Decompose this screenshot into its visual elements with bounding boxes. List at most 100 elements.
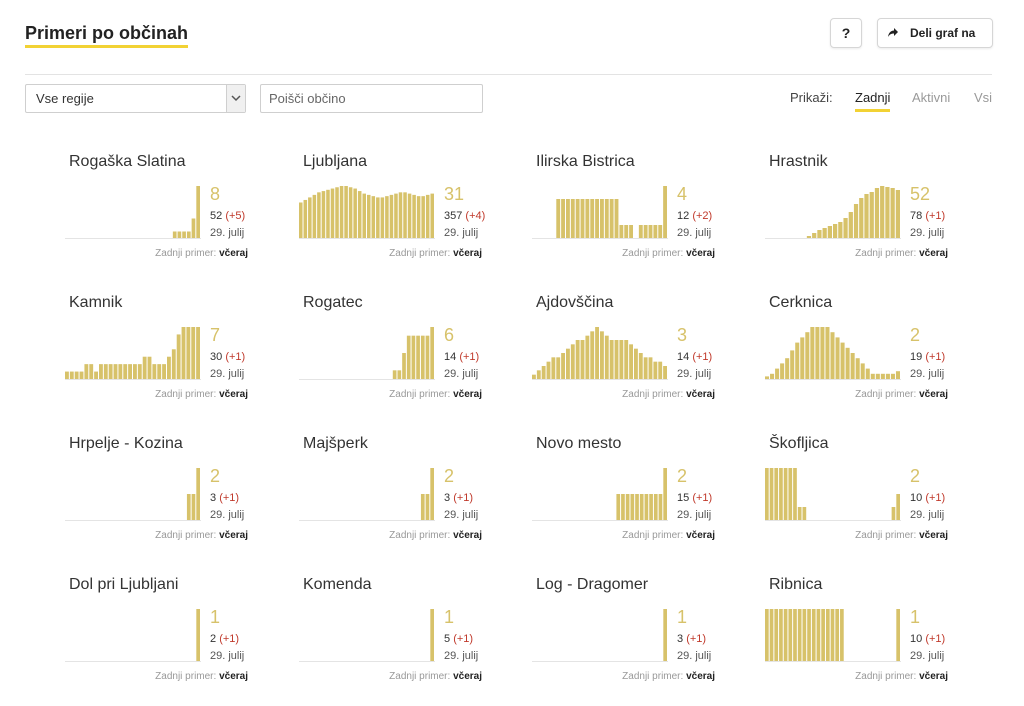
municipality-card[interactable]: Ribnica 1 10 (+1) 29. julij Zadnji primer: v… bbox=[765, 576, 969, 706]
municipality-card[interactable]: Ajdovščina 3 14 (+1) 29. julij Zadnji primer… bbox=[532, 294, 736, 424]
municipality-card[interactable]: Dol pri Ljubljani 1 2 (+1) 29. julij Zadnji … bbox=[65, 576, 269, 706]
municipality-name: Rogaška Slatina bbox=[69, 153, 186, 170]
help-button[interactable]: ? bbox=[830, 18, 862, 48]
total-value: 14 bbox=[444, 351, 457, 363]
sparkline-bar bbox=[430, 609, 434, 661]
sparkline-bar bbox=[802, 507, 807, 520]
last-case-label: Zadnji primer: bbox=[855, 248, 917, 259]
sparkline-bar bbox=[551, 357, 556, 379]
municipality-card[interactable]: Kamnik 7 30 (+1) 29. julij Zadnji primer: vč… bbox=[65, 294, 269, 424]
sparkline-bar bbox=[874, 188, 880, 238]
sparkline-bar bbox=[580, 199, 585, 238]
active-count: 3 bbox=[677, 325, 688, 345]
sparkline-bar bbox=[380, 197, 385, 238]
sparkline-bar bbox=[590, 331, 595, 379]
sparkline-bar bbox=[774, 609, 779, 661]
sparkline-bar bbox=[532, 374, 536, 379]
last-case-label: Zadnji primer: bbox=[389, 530, 451, 541]
sparkline-bar bbox=[191, 218, 196, 238]
sparkline-bar bbox=[838, 222, 843, 238]
tab-aktivni[interactable]: Aktivni bbox=[912, 90, 951, 105]
last-case-label: Zadnji primer: bbox=[155, 248, 217, 259]
date-label: 29. julij bbox=[444, 227, 479, 239]
sparkline-bar bbox=[362, 193, 366, 238]
sparkline-bar bbox=[621, 494, 625, 520]
municipality-name: Ljubljana bbox=[303, 153, 368, 170]
date-label: 29. julij bbox=[910, 227, 945, 239]
last-case-label: Zadnji primer: bbox=[155, 530, 217, 541]
region-select[interactable]: Vse regije bbox=[25, 84, 246, 113]
total-cases: 3 (+1) bbox=[210, 492, 239, 504]
sparkline-bar bbox=[353, 188, 357, 238]
last-case-value: včeraj bbox=[219, 248, 248, 259]
total-cases: 78 (+1) bbox=[910, 210, 945, 222]
municipality-card[interactable]: Komenda 1 5 (+1) 29. julij Zadnji primer: vč… bbox=[299, 576, 503, 706]
municipality-card[interactable]: Hrpelje - Kozina 2 3 (+1) 29. julij Zadnji p… bbox=[65, 435, 269, 565]
sparkline-bar bbox=[649, 494, 653, 520]
sparkline-bar bbox=[890, 188, 895, 238]
sparkline-bar bbox=[536, 370, 541, 379]
last-case-value: včeraj bbox=[919, 389, 948, 400]
municipality-card[interactable]: Ljubljana 31 357 (+4) 29. julij Zadnji prime… bbox=[299, 153, 503, 283]
sparkline-bar bbox=[785, 358, 790, 379]
sparkline-bar bbox=[770, 373, 775, 379]
sparkline-bar bbox=[79, 371, 84, 379]
sparkline-bar bbox=[430, 327, 434, 379]
last-case-label: Zadnji primer: bbox=[855, 389, 917, 400]
sparkline-bar bbox=[566, 199, 570, 238]
share-button[interactable]: Deli graf na bbox=[877, 18, 993, 48]
municipality-card[interactable]: Ilirska Bistrica 4 12 (+2) 29. julij Zadnji … bbox=[532, 153, 736, 283]
total-cases: 357 (+4) bbox=[444, 210, 485, 222]
sparkline-bar bbox=[848, 212, 853, 238]
total-delta: (+1) bbox=[925, 351, 946, 363]
sparkline-bar bbox=[815, 327, 820, 379]
municipality-name: Ilirska Bistrica bbox=[536, 153, 635, 170]
municipality-card[interactable]: Hrastnik 52 78 (+1) 29. julij Zadnji primer:… bbox=[765, 153, 969, 283]
sparkline-bar bbox=[556, 199, 561, 238]
sparkline-bar bbox=[797, 609, 802, 661]
total-value: 3 bbox=[444, 492, 451, 504]
municipality-name: Kamnik bbox=[69, 294, 123, 311]
total-cases: 19 (+1) bbox=[910, 351, 945, 363]
municipality-card[interactable]: Novo mesto 2 15 (+1) 29. julij Zadnji primer… bbox=[532, 435, 736, 565]
total-value: 3 bbox=[677, 633, 684, 645]
municipality-name: Log - Dragomer bbox=[536, 576, 649, 593]
last-case: Zadnji primer: včeraj bbox=[622, 671, 715, 682]
total-cases: 52 (+5) bbox=[210, 210, 245, 222]
total-cases: 12 (+2) bbox=[677, 210, 712, 222]
tab-vsi[interactable]: Vsi bbox=[974, 90, 993, 105]
municipality-card[interactable]: Rogatec 6 14 (+1) 29. julij Zadnji primer: v… bbox=[299, 294, 503, 424]
total-cases: 10 (+1) bbox=[910, 492, 945, 504]
sparkline-bar bbox=[585, 335, 590, 379]
municipality-card[interactable]: Majšperk 2 3 (+1) 29. julij Zadnji primer: v… bbox=[299, 435, 503, 565]
sparkline-bar bbox=[299, 202, 303, 238]
sparkline-bar bbox=[128, 364, 132, 379]
last-case: Zadnji primer: včeraj bbox=[855, 248, 948, 259]
tab-zadnji[interactable]: Zadnji bbox=[855, 90, 891, 112]
sparkline-bar bbox=[850, 353, 855, 379]
sparkline-bar bbox=[638, 225, 643, 238]
sparkline-bar bbox=[367, 194, 371, 238]
sparkline-bar bbox=[830, 609, 835, 661]
municipality-card[interactable]: Rogaška Slatina 8 52 (+5) 29. julij Zadnji p… bbox=[65, 153, 269, 283]
sparkline-bar bbox=[580, 340, 585, 379]
sparkline-bar bbox=[835, 337, 840, 379]
last-case-label: Zadnji primer: bbox=[389, 248, 451, 259]
sparkline-bar bbox=[103, 364, 108, 379]
sparkline-chart bbox=[765, 186, 901, 239]
municipality-card[interactable]: Škofljica 2 10 (+1) 29. julij Zadnji primer:… bbox=[765, 435, 969, 565]
sparkline-bar bbox=[421, 196, 425, 238]
active-count: 1 bbox=[677, 607, 688, 627]
last-case-value: včeraj bbox=[219, 671, 248, 682]
sparkline-bar bbox=[425, 335, 430, 379]
last-case-value: včeraj bbox=[453, 248, 482, 259]
municipality-card[interactable]: Log - Dragomer 1 3 (+1) 29. julij Zadnji pri… bbox=[532, 576, 736, 706]
sparkline-bar bbox=[648, 225, 653, 238]
chevron-down-icon[interactable] bbox=[226, 85, 245, 112]
municipality-card[interactable]: Cerknica 2 19 (+1) 29. julij Zadnji primer: … bbox=[765, 294, 969, 424]
sparkline-bar bbox=[142, 356, 147, 379]
municipality-search-input[interactable] bbox=[260, 84, 483, 113]
last-case-value: včeraj bbox=[686, 389, 715, 400]
last-case-value: včeraj bbox=[686, 530, 715, 541]
sparkline-bar bbox=[880, 373, 885, 379]
